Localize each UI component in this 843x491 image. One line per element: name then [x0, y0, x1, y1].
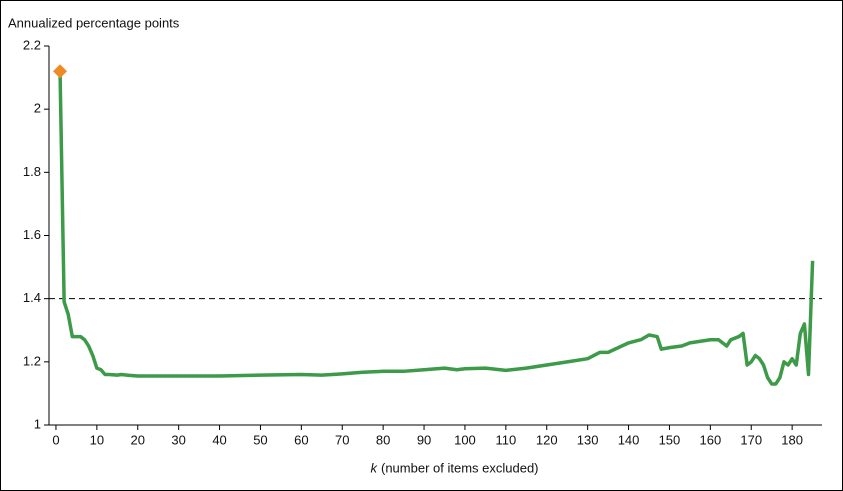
diamond-marker — [53, 64, 68, 79]
y-tick-label: 1.4 — [23, 290, 41, 305]
x-axis-title: (number of items excluded) — [381, 460, 539, 475]
x-tick-label: 90 — [417, 432, 431, 447]
y-tick-label: 1.8 — [23, 164, 41, 179]
x-tick-label: 110 — [495, 432, 516, 447]
y-tick-label: 2 — [34, 101, 41, 116]
y-tick-label: 1.6 — [23, 227, 41, 242]
x-tick-label: 80 — [376, 432, 390, 447]
data-line — [58, 71, 815, 386]
y-tick-label: 1.2 — [23, 353, 41, 368]
x-tick-label: 0 — [52, 432, 59, 447]
x-axis-title-k: k — [371, 460, 379, 475]
x-tick-label: 170 — [740, 432, 762, 447]
x-tick-label: 120 — [536, 432, 558, 447]
y-axis-title: Annualized percentage points — [8, 15, 180, 30]
x-tick-label: 150 — [659, 432, 681, 447]
x-tick-label: 40 — [212, 432, 226, 447]
x-tick-label: 20 — [131, 432, 145, 447]
x-tick-label: 10 — [90, 432, 104, 447]
x-tick-label: 100 — [454, 432, 476, 447]
x-tick-label: 180 — [781, 432, 803, 447]
x-tick-label: 140 — [618, 432, 640, 447]
x-tick-label: 50 — [253, 432, 267, 447]
x-tick-label: 160 — [699, 432, 721, 447]
y-tick-label: 1 — [34, 416, 41, 431]
x-tick-label: 130 — [577, 432, 599, 447]
x-tick-label: 70 — [335, 432, 349, 447]
x-tick-label: 30 — [171, 432, 185, 447]
y-tick-label: 2.2 — [23, 37, 41, 52]
x-tick-label: 60 — [294, 432, 308, 447]
